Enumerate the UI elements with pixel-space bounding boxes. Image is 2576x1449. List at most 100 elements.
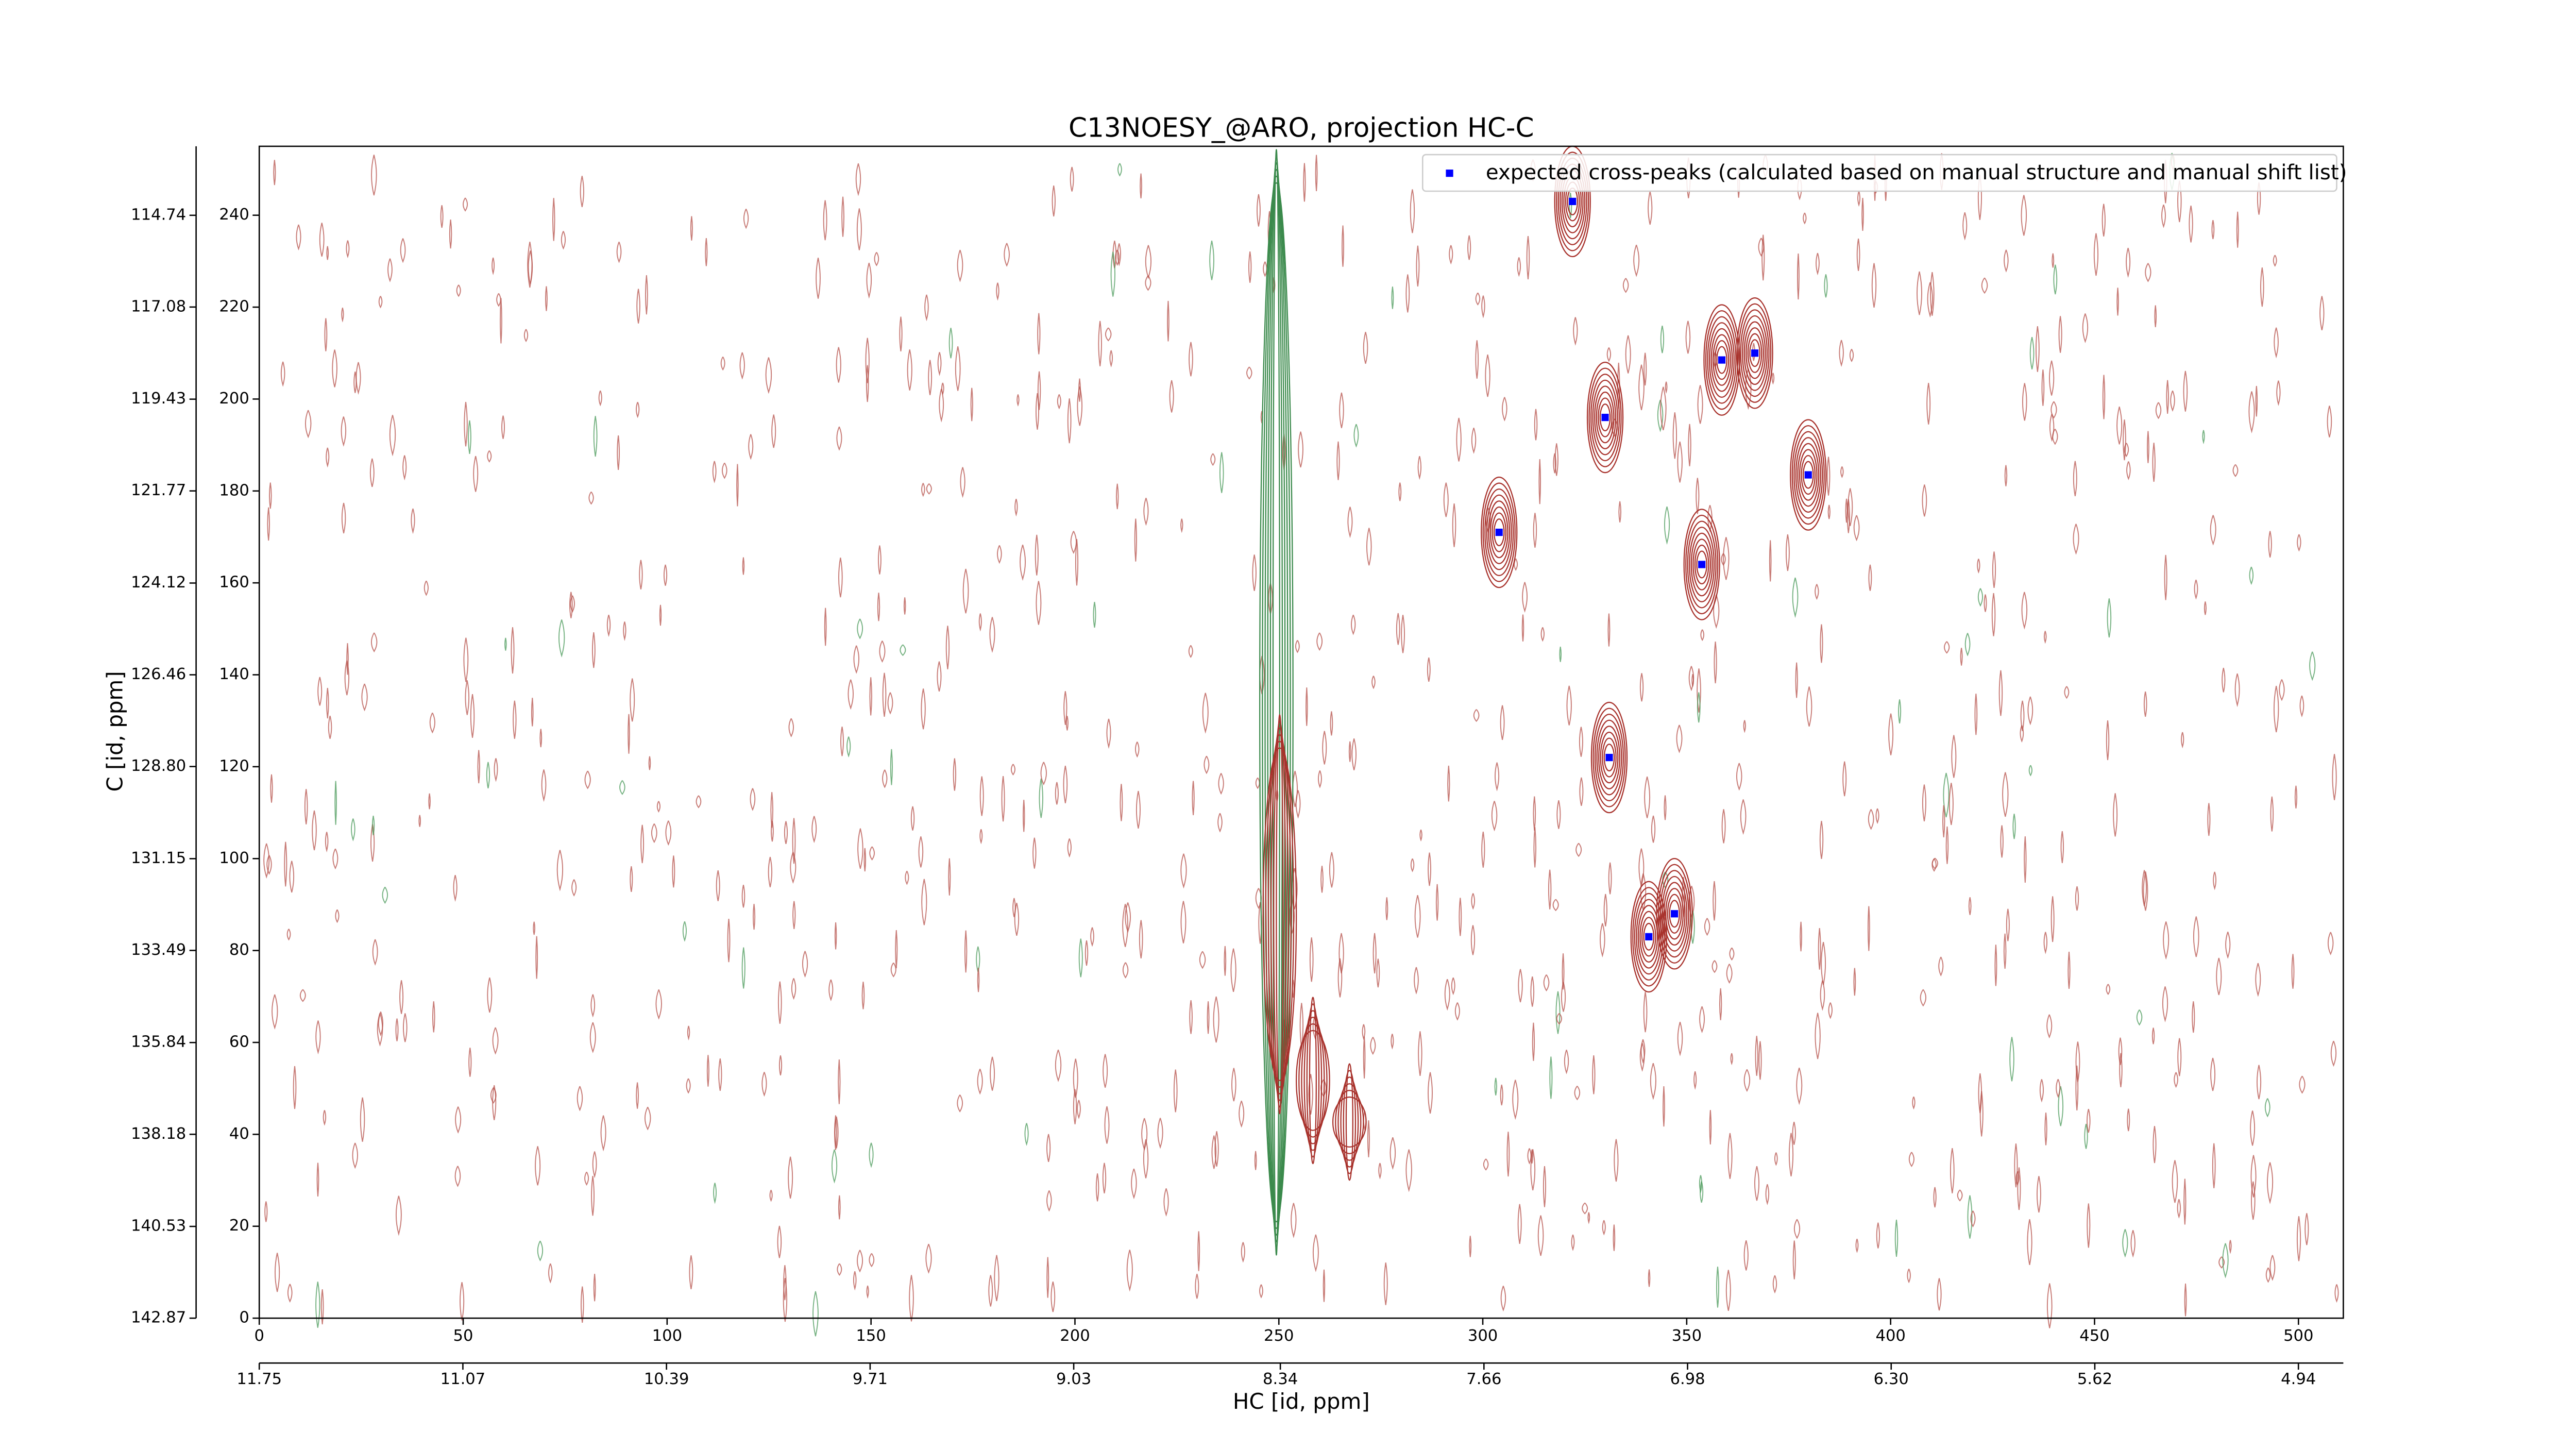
peak-contour [1795,437,1821,513]
noise-contour [978,613,982,632]
noise-contour [1704,918,1710,936]
noise-contour [1316,632,1323,651]
noise-contour [2193,916,2199,957]
noise-contour [523,329,529,343]
noise-contour [838,1059,841,1104]
noise-contour [1967,1195,1973,1239]
x-tick-label: 50 [453,1327,473,1345]
noise-contour [1803,212,1807,225]
noise-contour [840,727,844,756]
noise-contour [1405,1149,1412,1192]
ridge-contour [1337,1083,1362,1161]
noise-contour [1690,910,1695,944]
noise-contour [1709,1110,1712,1145]
y2-tick-label: 135.84 [131,1033,186,1051]
noise-contour [1729,947,1735,961]
noise-contour [848,679,854,710]
y2-tick-label: 131.15 [131,849,186,867]
noise-contour [1475,340,1479,379]
noise-contour [440,205,444,228]
noise-contour [2073,524,2079,555]
noise-contour [455,1106,462,1134]
noise-contour [957,249,963,282]
peak-contour [1799,449,1818,501]
noise-contour [2207,803,2211,836]
noise-contour [1840,466,1844,478]
noise-contour [1444,979,1450,1011]
noise-contour [1927,282,1933,318]
noise-contour [2004,465,2008,486]
noise-contour [584,1171,589,1186]
peak-contour [1598,726,1620,789]
noise-contour [312,810,317,851]
noise-contour [2177,1038,2182,1076]
noise-contour [2299,695,2304,718]
noise-contour [1796,1067,1803,1105]
noise-contour [1556,1013,1562,1025]
noise-contour [2002,772,2009,817]
noise-contour [592,1151,597,1178]
noise-contour [2257,1065,2262,1100]
noise-contour [960,467,965,498]
noise-contour [1774,1152,1778,1166]
noise-contour [2064,686,2070,699]
noise-contour [304,410,312,439]
noise-contour [656,801,661,813]
noise-contour [593,416,598,457]
noise-contour [606,614,611,637]
noise-contour [1943,772,1950,818]
peak-contour [1596,391,1615,444]
noise-contour [1842,761,1847,797]
noise-contour [2327,932,2334,955]
y2-tick-label: 140.53 [131,1217,186,1235]
noise-contour [687,1025,690,1041]
noise-contour [926,483,932,495]
noise-contour [663,564,668,586]
cross-peak [1804,471,1812,479]
noise-contour [2327,406,2332,437]
y2-tick-label: 133.49 [131,941,186,959]
peak-contour [1662,875,1688,952]
noise-contour [863,848,867,872]
noise-contour [1793,1219,1801,1239]
noise-contour [1688,666,1694,692]
ridge-contour [1269,156,1283,1249]
noise-contour [326,447,330,468]
noise-contour [1719,988,1722,1020]
noise-contour [741,884,745,908]
y-tick-label: 20 [229,1217,249,1235]
noise-contour [1180,518,1183,533]
noise-contour [2075,886,2079,911]
noise-contour [1725,1270,1731,1311]
noise-contour [1145,275,1151,291]
peak-contour [1707,316,1737,404]
noise-contour [1115,483,1119,510]
noise-contour [1648,1269,1651,1287]
noise-contour [1416,245,1420,287]
noise-contour [784,821,788,845]
noise-contour [2035,326,2040,372]
noise-contour [477,750,480,784]
noise-contour [344,660,350,696]
noise-contour [1067,838,1072,858]
noise-contour [866,262,872,299]
noise-contour [761,1072,767,1097]
noise-contour [2210,515,2216,546]
noise-contour [280,361,285,387]
noise-contour [644,1106,651,1131]
noise-contour [2273,685,2279,733]
noise-contour [1471,427,1477,454]
noise-contour [1414,967,1419,995]
noise-contour [492,1027,499,1055]
noise-contour [1697,692,1701,723]
noise-contour [1600,923,1605,958]
noise-contour [1543,974,1550,992]
noise-contour [1117,163,1122,177]
noise-contour [1855,1238,1859,1253]
peak-contour [1590,701,1628,814]
noise-contour [2183,370,2188,412]
y-tick-label: 200 [219,390,249,408]
peak-contour [1603,744,1615,771]
noise-contour [718,1058,722,1091]
